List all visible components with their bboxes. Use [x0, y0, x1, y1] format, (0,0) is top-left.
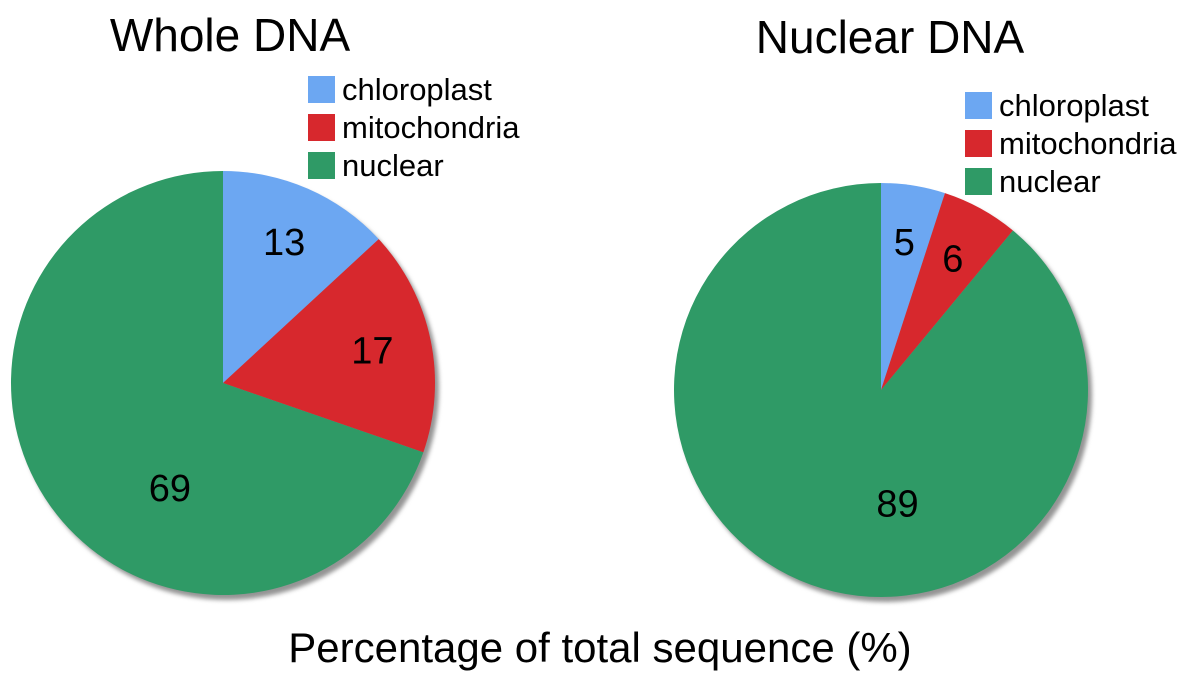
legend-label: mitochondria: [999, 126, 1177, 161]
pie-slice-value-label: 13: [263, 222, 305, 264]
chart-title-whole-dna: Whole DNA: [109, 9, 351, 61]
pie-slice-chloroplast: [223, 171, 379, 383]
pie-chart-nuclear-dna: 5 6 89: [674, 183, 1092, 602]
nuclear-color-swatch-icon: [965, 168, 992, 195]
pie-slice-chloroplast: [881, 183, 945, 390]
pie-slice-mitochondria: [881, 193, 1013, 390]
legend-item-chloroplast: chloroplast: [965, 88, 1176, 123]
mitochondria-color-swatch-icon: [308, 114, 335, 141]
pie-slice-value-label: 89: [876, 484, 918, 526]
legend-label: chloroplast: [999, 88, 1149, 123]
legend-item-mitochondria: mitochondria: [965, 126, 1177, 161]
pie-slice-value-label: 17: [351, 331, 393, 373]
mitochondria-color-swatch-icon: [965, 130, 992, 157]
legend-label: nuclear: [999, 164, 1101, 199]
legend-item-nuclear: nuclear: [308, 148, 519, 183]
legend-label: chloroplast: [342, 72, 492, 107]
chloroplast-color-swatch-icon: [965, 92, 992, 119]
legend-whole-dna: chloroplast mitochondria nuclear: [308, 72, 520, 190]
chloroplast-color-swatch-icon: [308, 76, 335, 103]
pie-slice-nuclear: [674, 183, 1088, 597]
figure-caption: Percentage of total sequence (%): [288, 624, 912, 671]
legend-label: mitochondria: [342, 110, 520, 145]
nuclear-color-swatch-icon: [308, 152, 335, 179]
legend-nuclear-dna: chloroplast mitochondria nuclear: [965, 88, 1177, 206]
pie-chart-whole-dna: 13 17 69: [11, 171, 439, 600]
legend-item-chloroplast: chloroplast: [308, 72, 519, 107]
legend-item-mitochondria: mitochondria: [308, 110, 520, 145]
pie-slice-nuclear: [11, 171, 424, 595]
chart-title-nuclear-dna: Nuclear DNA: [755, 11, 1025, 63]
pie-slice-value-label: 69: [149, 468, 191, 510]
pie-slice-value-label: 5: [894, 222, 915, 264]
legend-item-nuclear: nuclear: [965, 164, 1176, 199]
pie-slice-value-label: 6: [942, 238, 963, 280]
legend-label: nuclear: [342, 148, 444, 183]
pie-slice-mitochondria: [223, 239, 435, 453]
